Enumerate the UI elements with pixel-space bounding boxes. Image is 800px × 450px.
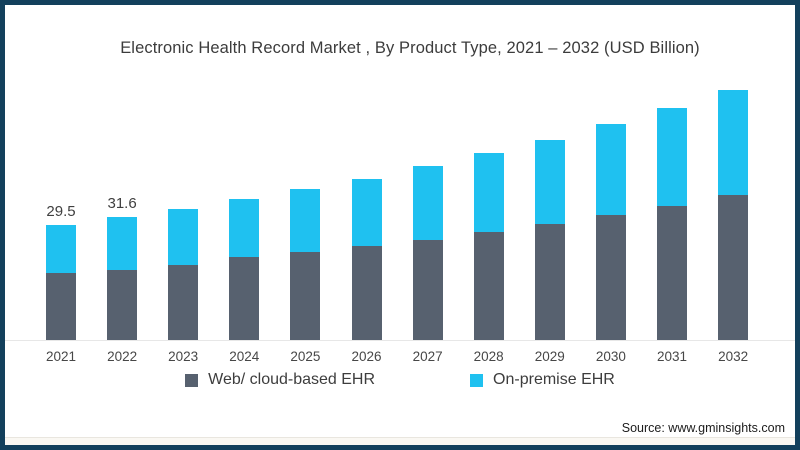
bar-total-label: 31.6 [107,195,137,212]
legend-label: On-premise EHR [493,371,615,388]
segment-on-premise [473,153,504,232]
bar-2030 [595,124,626,340]
segment-on-premise [595,124,626,215]
x-axis-label: 2030 [595,349,626,364]
segment-on-premise [46,225,76,273]
segment-on-premise [168,209,199,265]
bottom-strip-divider [5,437,795,445]
legend-item-on-premise: On-premise EHR [470,371,615,389]
source-credit: Source: www.gminsights.com [621,421,785,435]
chart-content: Electronic Health Record Market , By Pro… [5,5,795,445]
segment-web-cloud [595,215,626,340]
bar-2027 [412,166,443,340]
bar-2022 [107,217,138,340]
x-axis-label: 2023 [168,349,199,364]
segment-web-cloud [290,252,321,340]
segment-web-cloud [351,246,382,340]
x-axis-label: 2032 [718,349,749,364]
x-axis-label: 2029 [534,349,565,364]
segment-web-cloud [473,232,504,340]
chart-title: Electronic Health Record Market , By Pro… [120,39,700,57]
legend-label: Web/ cloud-based EHR [208,371,376,388]
legend: Web/ cloud-based EHR On-premise EHR [5,371,795,389]
bar-2021 [46,225,76,340]
segment-on-premise [290,189,321,252]
legend-item-web-cloud: Web/ cloud-based EHR [185,371,375,389]
bar-2026 [351,179,382,340]
legend-swatch [470,373,484,387]
bar-2024 [229,199,260,340]
segment-web-cloud [46,273,76,340]
segment-web-cloud [229,257,260,340]
segment-web-cloud [718,195,749,340]
bar-total-label: 29.5 [46,203,76,220]
bar-2031 [657,108,687,340]
segment-on-premise [534,140,565,224]
segment-web-cloud [168,265,199,340]
bar-2025 [290,189,321,340]
segment-on-premise [107,217,138,270]
x-axis-label: 2022 [107,349,138,364]
segment-on-premise [718,90,749,195]
segment-web-cloud [657,206,687,340]
segment-on-premise [412,166,443,240]
segment-web-cloud [107,270,138,340]
plot-area: 29.5 2021 31.6 2022 2023 2024 2025 2026 2027 2028… [5,5,795,445]
bar-2029 [534,140,565,340]
segment-on-premise [657,108,687,206]
x-axis-label: 2026 [351,349,382,364]
segment-on-premise [351,179,382,246]
bar-2032 [718,90,749,340]
x-axis-label: 2028 [473,349,504,364]
x-axis-label: 2021 [45,349,77,364]
bar-2023 [168,209,199,340]
legend-swatch [185,373,199,387]
x-axis-baseline [5,340,795,341]
x-axis-label: 2027 [412,349,443,364]
x-axis-label: 2031 [656,349,688,364]
segment-on-premise [229,199,260,257]
x-axis-label: 2024 [229,349,260,364]
bar-2028 [473,153,504,340]
x-axis-label: 2025 [290,349,321,364]
segment-web-cloud [412,240,443,340]
segment-web-cloud [534,224,565,340]
